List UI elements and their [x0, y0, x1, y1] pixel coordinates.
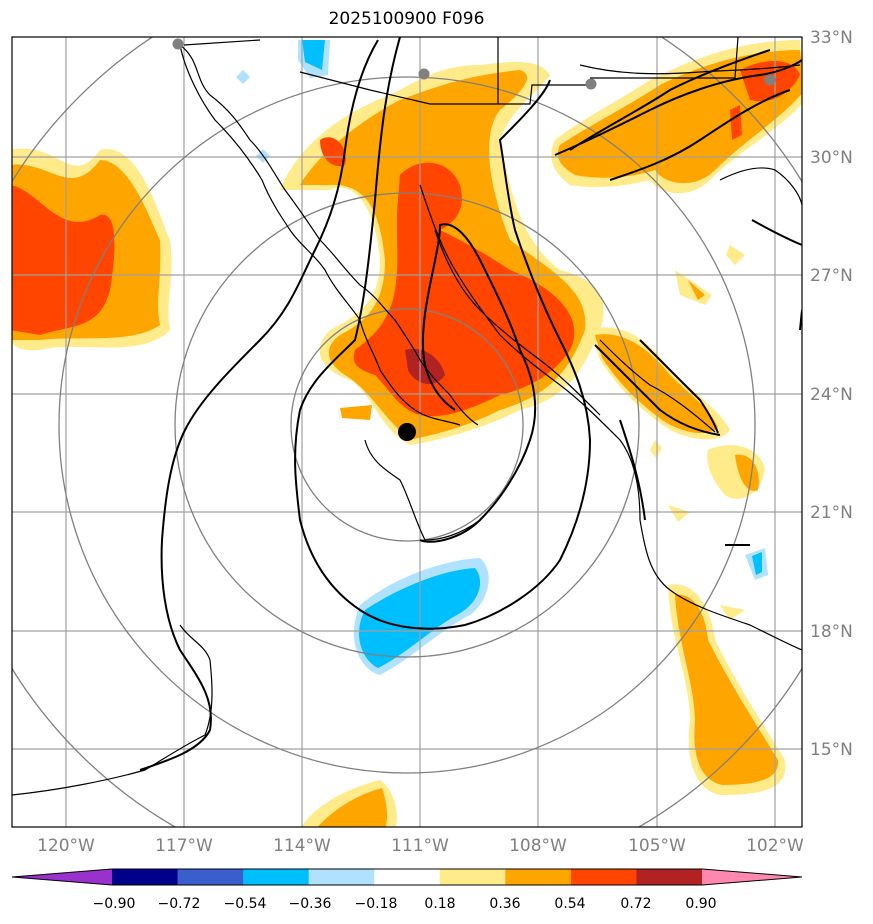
- colorbar-tick: −0.36: [289, 896, 332, 912]
- anomaly-southeast: [650, 440, 786, 795]
- anomaly-central: [280, 62, 604, 446]
- lon-label-102w: 102°W: [746, 836, 804, 856]
- colorbar-segment: [439, 869, 506, 885]
- colorbar-segment: [308, 869, 375, 885]
- station-marker: [172, 38, 184, 50]
- graticule: [12, 37, 802, 827]
- range-rings: [12, 37, 802, 827]
- colorbar-segment: [243, 869, 310, 885]
- lon-label-114w: 114°W: [273, 836, 331, 856]
- colorbar-tick: −0.18: [355, 896, 398, 912]
- anomaly-northeast: [551, 40, 802, 194]
- station-marker: [764, 74, 776, 86]
- station-marker: [418, 68, 430, 80]
- contour-lines: [139, 37, 802, 771]
- colorbar-segment: [177, 869, 244, 885]
- lon-label-117w: 117°W: [155, 836, 213, 856]
- colorbar-tick: 0.90: [685, 896, 716, 912]
- lat-label-18n: 18°N: [810, 622, 853, 642]
- colorbar-tick: −0.54: [224, 896, 267, 912]
- colorbar-tick: 0.54: [554, 896, 585, 912]
- colorbar-segment: [636, 869, 703, 885]
- station-marker: [585, 78, 597, 90]
- longitude-labels: 120°W 117°W 114°W 111°W 108°W 105°W 102°…: [37, 836, 804, 856]
- colorbar-tick: −0.72: [158, 896, 201, 912]
- lon-label-105w: 105°W: [628, 836, 686, 856]
- map-plot-area: [12, 37, 802, 827]
- lat-label-30n: 30°N: [810, 148, 853, 168]
- lon-label-111w: 111°W: [391, 836, 449, 856]
- anomaly-west: [12, 148, 172, 351]
- station-markers: [172, 38, 776, 90]
- colorbar-ticks: −0.90 −0.72 −0.54 −0.36 −0.18 0.18 0.36 …: [93, 896, 717, 912]
- lon-label-108w: 108°W: [509, 836, 567, 856]
- colorbar-outline: [11, 868, 803, 886]
- colorbar-segment: [570, 869, 637, 885]
- lat-label-27n: 27°N: [810, 266, 853, 286]
- map-frame: [11, 36, 803, 828]
- colorbar-segment: [702, 869, 802, 885]
- lat-label-24n: 24°N: [810, 385, 853, 405]
- latitude-labels: 33°N 30°N 27°N 24°N 21°N 18°N 15°N: [810, 28, 853, 760]
- lat-label-33n: 33°N: [810, 28, 853, 48]
- anomaly-east: [590, 245, 765, 499]
- coastlines: [12, 37, 802, 796]
- colorbar-segment: [112, 869, 179, 885]
- colorbar-tick: 0.72: [620, 896, 651, 912]
- lat-label-21n: 21°N: [810, 503, 853, 523]
- colorbar-segment: [374, 869, 441, 885]
- lat-label-15n: 15°N: [810, 740, 853, 760]
- storm-center-marker: [398, 423, 416, 441]
- colorbar-tick: 0.36: [489, 896, 520, 912]
- map-title: 2025100900 F096: [328, 9, 485, 29]
- lon-label-120w: 120°W: [37, 836, 95, 856]
- colorbar-segment: [505, 869, 572, 885]
- anomaly-south: [301, 780, 397, 827]
- colorbar: [11, 868, 803, 886]
- colorbar-segment: [12, 869, 112, 885]
- colorbar-tick: −0.90: [93, 896, 136, 912]
- colorbar-tick: 0.18: [424, 896, 455, 912]
